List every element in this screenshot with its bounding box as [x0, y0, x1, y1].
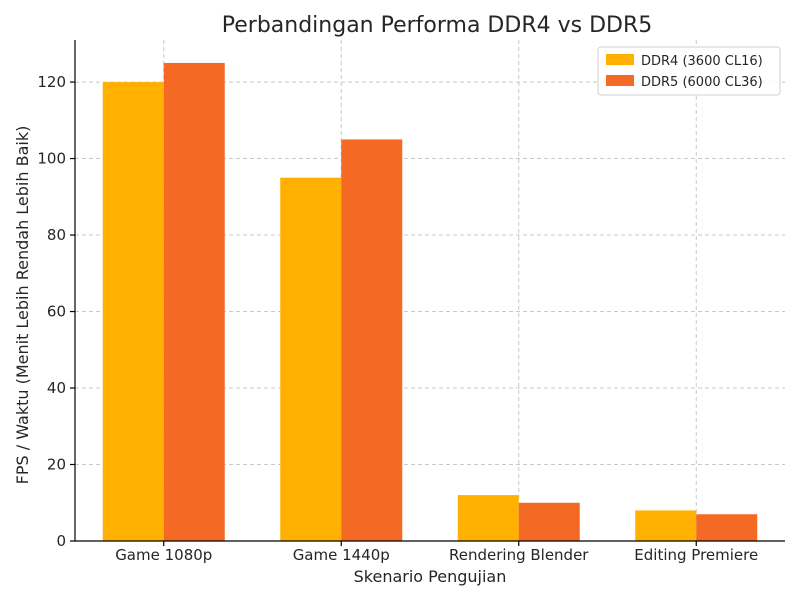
y-tick-label: 0 — [56, 532, 66, 550]
y-axis-label: FPS / Waktu (Menit Lebih Rendah Lebih Ba… — [13, 126, 32, 485]
legend-swatch — [606, 75, 634, 86]
bar-ddr4-4 — [635, 510, 697, 541]
y-tick-label: 80 — [47, 226, 66, 244]
y-tick-label: 100 — [37, 150, 66, 168]
y-tick-label: 40 — [47, 379, 66, 397]
bar-ddr5-4 — [696, 514, 758, 541]
bar-ddr4-2 — [280, 177, 342, 541]
y-tick-label: 60 — [47, 303, 66, 321]
x-tick-label: Rendering Blender — [449, 546, 589, 564]
x-tick-label: Game 1440p — [293, 546, 390, 564]
bar-ddr5-3 — [518, 502, 580, 541]
y-tick-label: 20 — [47, 456, 66, 474]
bar-ddr5-1 — [163, 62, 225, 541]
axes: 0 20 40 60 80 100 120 Game 1080p Game 1440p Rende… — [37, 40, 785, 564]
bar-ddr4-1 — [102, 82, 164, 542]
chart-title: Perbandingan Performa DDR4 vs DDR5 — [222, 13, 652, 38]
legend-swatch — [606, 54, 634, 65]
bar-ddr4-3 — [457, 495, 519, 541]
x-tick-label: Game 1080p — [115, 546, 212, 564]
x-tick-label: Editing Premiere — [634, 546, 758, 564]
bars — [102, 62, 758, 542]
legend-label: DDR5 (6000 CL36) — [641, 75, 763, 90]
legend-label: DDR4 (3600 CL16) — [641, 54, 763, 69]
y-tick-label: 120 — [37, 73, 66, 91]
x-axis-label: Skenario Pengujian — [354, 567, 507, 586]
bar-ddr5-2 — [341, 139, 403, 541]
legend: DDR4 (3600 CL16) DDR5 (6000 CL36) — [597, 46, 781, 96]
legend-box — [597, 46, 781, 96]
